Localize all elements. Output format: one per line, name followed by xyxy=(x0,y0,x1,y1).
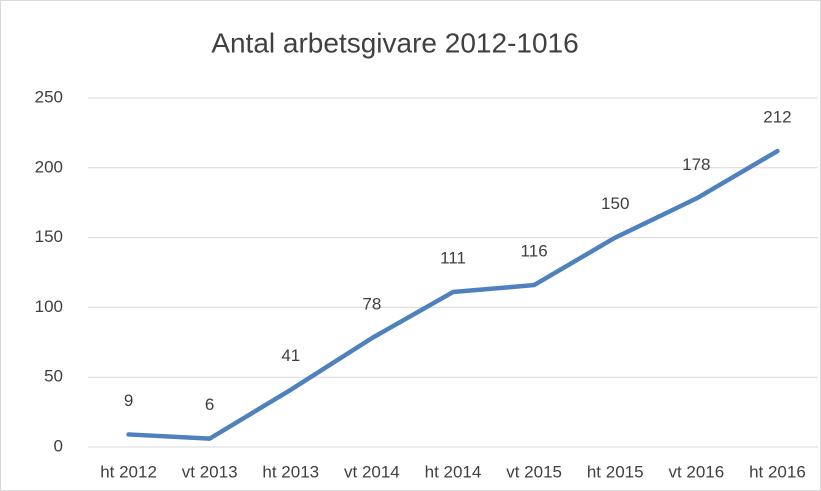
data-label: 6 xyxy=(205,395,214,414)
y-tick-label: 50 xyxy=(44,367,63,386)
y-tick-label: 250 xyxy=(35,87,63,106)
data-label: 178 xyxy=(682,155,710,174)
y-tick-label: 150 xyxy=(35,227,63,246)
data-line xyxy=(126,148,780,441)
data-label: 78 xyxy=(362,295,381,314)
data-label: 150 xyxy=(601,194,629,213)
data-label: 111 xyxy=(440,249,466,268)
x-tick-label: vt 2016 xyxy=(668,462,724,481)
x-tick-label: ht 2013 xyxy=(262,462,319,481)
chart-title: Antal arbetsgivare 2012-1016 xyxy=(211,27,578,58)
x-tick-label: ht 2014 xyxy=(425,462,482,481)
data-label: 41 xyxy=(281,346,300,365)
x-tick-label: ht 2015 xyxy=(587,462,644,481)
x-tick-label: vt 2014 xyxy=(344,462,400,481)
x-tick-label: vt 2013 xyxy=(182,462,238,481)
y-tick-label: 100 xyxy=(35,297,63,316)
data-label: 116 xyxy=(521,242,548,261)
data-label: 9 xyxy=(124,391,133,410)
y-tick-label: 0 xyxy=(54,436,63,455)
x-tick-label: ht 2016 xyxy=(749,462,806,481)
data-label: 212 xyxy=(763,108,791,127)
x-tick-label: ht 2012 xyxy=(100,462,157,481)
y-tick-label: 200 xyxy=(35,157,63,176)
x-tick-label: vt 2015 xyxy=(506,462,562,481)
